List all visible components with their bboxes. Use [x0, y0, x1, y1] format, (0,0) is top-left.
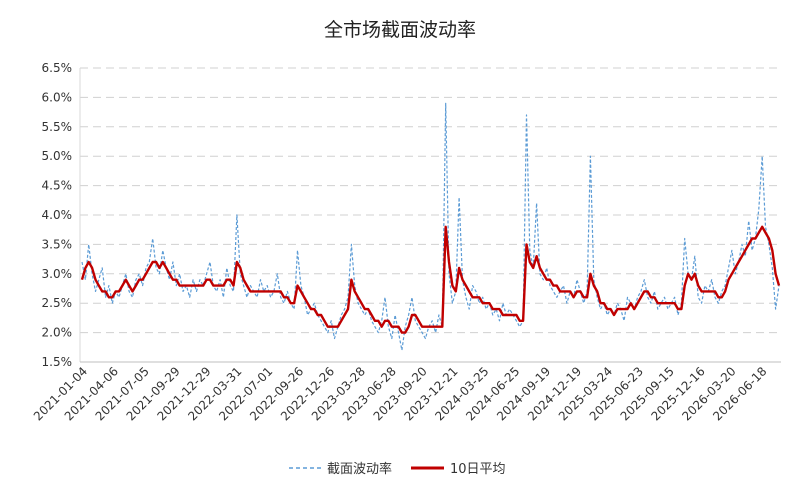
- y-tick-label: 5.5%: [42, 120, 73, 134]
- series-line-10-day-average: [80, 225, 781, 334]
- legend-label-cross-section-volatility: 截面波动率: [327, 461, 392, 477]
- y-axis-tick-labels: 1.5% 2.0% 2.5% 3.0% 3.5% 4.0% 4.5% 5.0% 5.5% 6.0%…: [42, 61, 73, 369]
- chart-title: 全市场截面波动率: [324, 19, 476, 41]
- gridlines: [80, 67, 781, 334]
- y-tick-label: 2.5%: [42, 296, 73, 310]
- y-tick-label: 1.5%: [42, 355, 73, 369]
- y-tick-label: 4.0%: [42, 208, 73, 222]
- series-line-cross-section-volatility: [81, 102, 780, 351]
- y-tick-label: 2.0%: [42, 326, 73, 340]
- y-tick-label: 5.0%: [42, 149, 73, 163]
- y-tick-label: 6.0%: [42, 90, 73, 104]
- y-tick-label: 6.5%: [42, 61, 73, 75]
- x-axis-tick-labels: 2021-01-042021-04-062021-07-052021-09-29…: [31, 364, 770, 423]
- y-tick-label: 3.5%: [42, 237, 73, 251]
- series-layer: [80, 102, 781, 351]
- legend-label-10-day-average: 10日平均: [450, 462, 506, 477]
- y-tick-label: 3.0%: [42, 267, 73, 281]
- x-axis: [79, 68, 781, 363]
- legend: 截面波动率 10日平均: [289, 461, 506, 477]
- y-tick-label: 4.5%: [42, 179, 73, 193]
